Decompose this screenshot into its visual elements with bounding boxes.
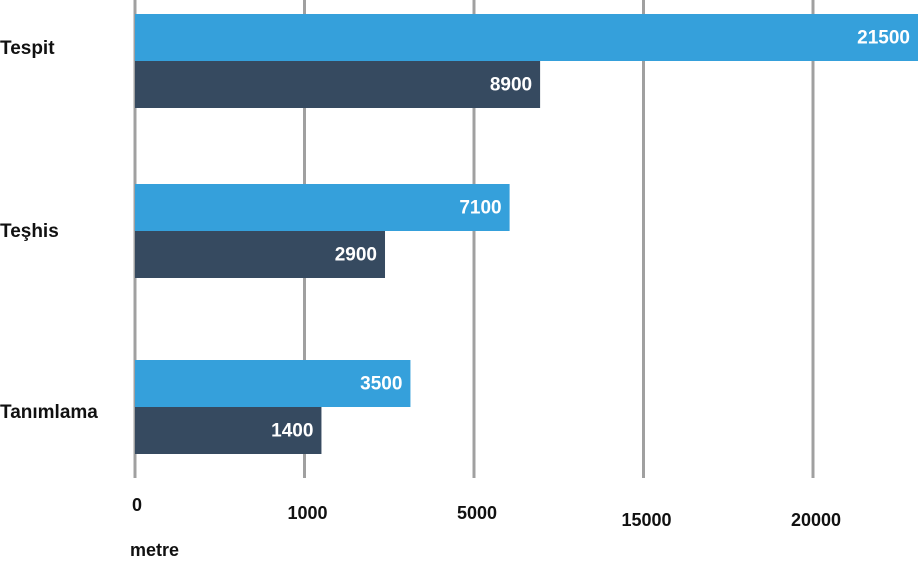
bar [135, 407, 322, 454]
x-axis-label: metre [130, 540, 179, 560]
bar [135, 14, 918, 61]
value-label: 7100 [459, 198, 501, 219]
bars [135, 14, 918, 454]
value-label: 2900 [335, 245, 377, 266]
bar [135, 61, 541, 108]
category-label: Teşhis [0, 221, 59, 242]
value-label: 21500 [857, 28, 910, 49]
x-tick-label: 1000 [287, 503, 327, 523]
bar [135, 231, 386, 278]
value-label: 1400 [271, 421, 313, 442]
value-label: 3500 [360, 374, 402, 395]
category-label: Tanımlama [0, 402, 98, 423]
x-tick-label: 20000 [791, 510, 841, 530]
x-tick-label: 0 [132, 495, 142, 515]
x-tick-label: 5000 [457, 503, 497, 523]
value-label: 8900 [490, 75, 532, 96]
bar [135, 184, 510, 231]
x-tick-label: 15000 [621, 510, 671, 530]
bar [135, 360, 411, 407]
category-label: Tespit [0, 38, 55, 59]
